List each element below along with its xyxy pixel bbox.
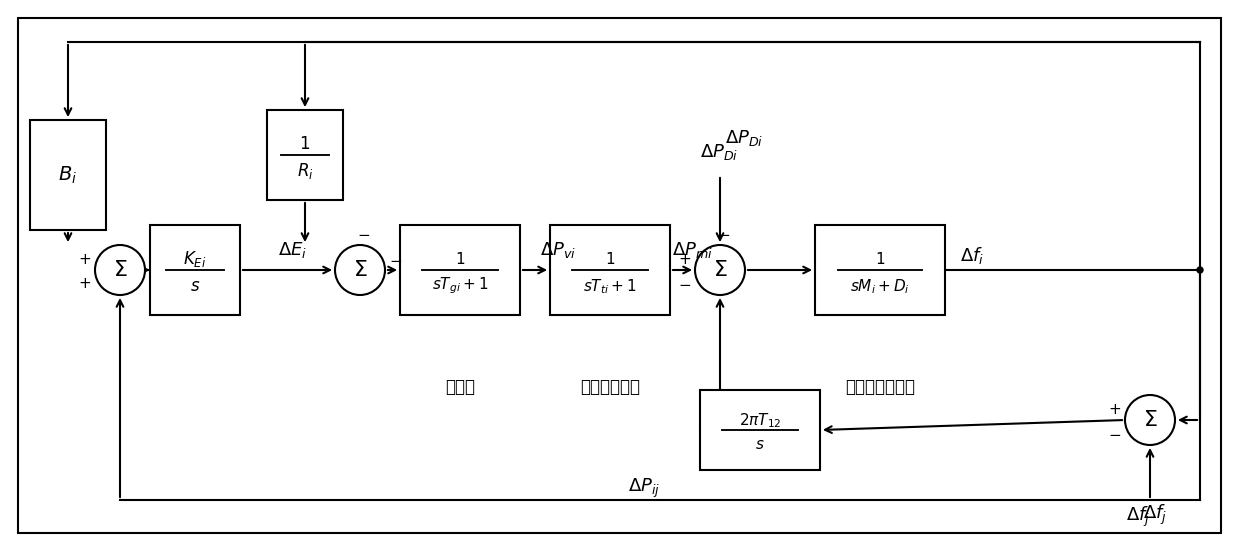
Text: 调速器: 调速器 bbox=[445, 378, 475, 396]
Text: $1$: $1$ bbox=[300, 135, 311, 153]
Bar bbox=[815, 225, 945, 315]
Text: $\Delta f_j$: $\Delta f_j$ bbox=[1144, 503, 1167, 527]
Bar bbox=[266, 110, 343, 200]
Text: $1$: $1$ bbox=[455, 251, 465, 267]
Text: +: + bbox=[678, 252, 691, 267]
Text: $2\pi T_{12}$: $2\pi T_{12}$ bbox=[738, 411, 782, 430]
Text: $-$: $-$ bbox=[678, 277, 691, 291]
Text: $-$: $-$ bbox=[1108, 426, 1121, 441]
Text: $\Sigma$: $\Sigma$ bbox=[353, 260, 367, 280]
Text: $R_i$: $R_i$ bbox=[296, 161, 313, 181]
Text: $\Delta P_{Di}$: $\Delta P_{Di}$ bbox=[725, 128, 763, 148]
Circle shape bbox=[1197, 267, 1203, 273]
Circle shape bbox=[95, 245, 145, 295]
Bar bbox=[400, 225, 520, 315]
Text: $sT_{gi}+1$: $sT_{gi}+1$ bbox=[431, 276, 488, 296]
Text: $-$: $-$ bbox=[389, 252, 403, 267]
Text: $\Delta P_{Di}$: $\Delta P_{Di}$ bbox=[700, 142, 738, 162]
Circle shape bbox=[1125, 395, 1175, 445]
Circle shape bbox=[695, 245, 745, 295]
Text: $sM_i+D_i$: $sM_i+D_i$ bbox=[850, 277, 909, 295]
Bar bbox=[700, 390, 820, 470]
Text: $K_{Ei}$: $K_{Ei}$ bbox=[183, 249, 207, 269]
Text: $\Delta P_{vi}$: $\Delta P_{vi}$ bbox=[540, 240, 576, 260]
Text: +: + bbox=[78, 277, 90, 291]
Text: $1$: $1$ bbox=[875, 251, 885, 267]
Text: 非再热汽轮机: 非再热汽轮机 bbox=[580, 378, 641, 396]
Text: $\Delta E_i$: $\Delta E_i$ bbox=[278, 240, 307, 260]
Text: $1$: $1$ bbox=[605, 251, 615, 267]
Text: $B_i$: $B_i$ bbox=[58, 164, 78, 186]
Text: $\Delta P_{ij}$: $\Delta P_{ij}$ bbox=[628, 477, 660, 500]
Text: +: + bbox=[78, 252, 90, 267]
Text: $-$: $-$ bbox=[717, 226, 731, 241]
Text: $s$: $s$ bbox=[756, 437, 764, 452]
Text: $\Delta f_j$: $\Delta f_j$ bbox=[1126, 505, 1150, 529]
Text: $\Sigma$: $\Sigma$ bbox=[113, 260, 128, 280]
Text: $s$: $s$ bbox=[190, 277, 201, 295]
Circle shape bbox=[335, 245, 385, 295]
Text: +: + bbox=[1108, 402, 1121, 418]
Text: $\Sigma$: $\Sigma$ bbox=[1142, 410, 1157, 430]
Bar bbox=[30, 120, 107, 230]
Text: $sT_{ti}+1$: $sT_{ti}+1$ bbox=[584, 277, 637, 295]
Bar bbox=[150, 225, 240, 315]
Text: 旋转设备及负荷: 旋转设备及负荷 bbox=[845, 378, 914, 396]
Text: $-$: $-$ bbox=[357, 226, 370, 241]
Text: $\Sigma$: $\Sigma$ bbox=[712, 260, 727, 280]
Text: $\Delta f_i$: $\Delta f_i$ bbox=[960, 245, 984, 266]
Bar bbox=[550, 225, 670, 315]
Text: $\Delta P_{mi}$: $\Delta P_{mi}$ bbox=[672, 240, 712, 260]
